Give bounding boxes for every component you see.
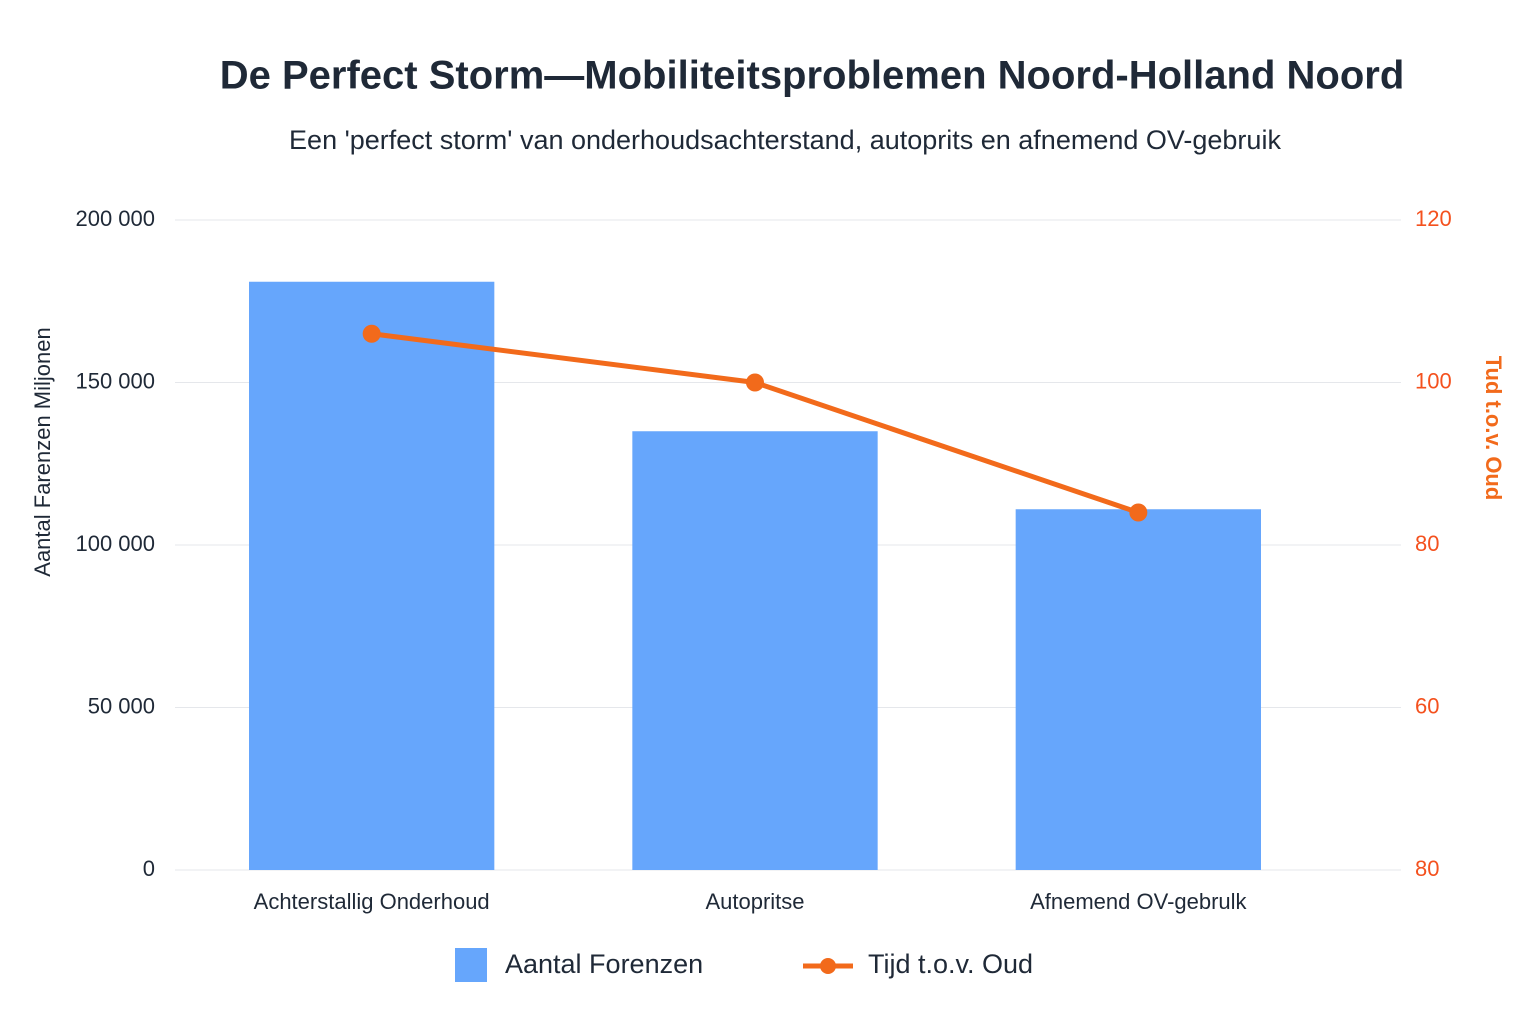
y-axis-label: Aantal Farenzen Miljonen <box>30 327 55 576</box>
chart-subtitle: Een 'perfect storm' van onderhoudsachter… <box>289 125 1281 155</box>
y2-tick-label: 100 <box>1415 368 1452 393</box>
x-tick-label: Afnemend OV-gebrulk <box>1030 889 1247 914</box>
legend-label: Aantal Forenzen <box>505 949 703 979</box>
y2-tick-label: 80 <box>1415 856 1439 881</box>
y2-tick-label: 120 <box>1415 206 1452 231</box>
y2-axis-label: Tud t.o.v. Oud <box>1481 356 1506 501</box>
x-tick-label: Autopritse <box>705 889 804 914</box>
y-tick-label: 50 000 <box>88 693 155 718</box>
bar <box>1015 509 1261 870</box>
legend-swatch-dot <box>820 958 836 974</box>
line-point <box>746 373 764 392</box>
y-tick-label: 150 000 <box>75 368 155 393</box>
legend-label: Tijd t.o.v. Oud <box>868 949 1033 979</box>
y-tick-label: 100 000 <box>75 531 155 556</box>
bar <box>249 281 495 870</box>
y2-tick-label: 60 <box>1415 693 1439 718</box>
line-point <box>1129 503 1148 522</box>
x-tick-label: Achterstallig Onderhoud <box>254 889 490 914</box>
line-point <box>362 324 381 343</box>
legend-swatch <box>455 948 487 982</box>
y-tick-label: 200 000 <box>75 206 155 231</box>
chart-title: De Perfect Storm—Mobiliteitsproblemen No… <box>220 54 1405 98</box>
y2-tick-label: 80 <box>1415 531 1439 556</box>
y-tick-label: 0 <box>143 856 155 881</box>
bar <box>632 431 878 870</box>
